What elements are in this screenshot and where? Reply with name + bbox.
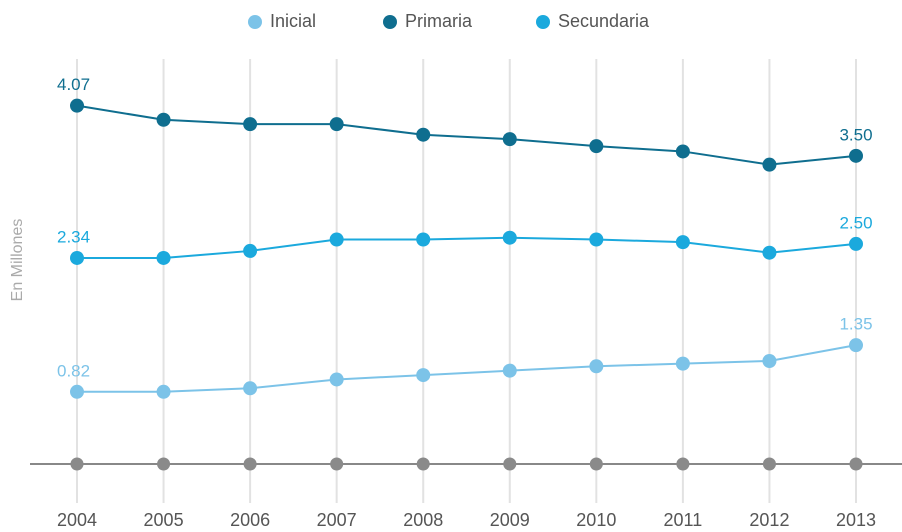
data-label: 2.34 [57,227,90,246]
data-point [849,148,863,163]
data-point [502,230,517,245]
data-label: 3.50 [839,125,872,144]
series-line [76,104,857,166]
x-tick-dot [762,457,776,471]
data-point [243,381,258,396]
y-axis-label: En Millones [9,219,26,302]
data-point [70,384,84,399]
legend-label: Secundaria [558,11,650,31]
x-tick-label: 2010 [576,510,616,530]
x-tick-label: 2013 [836,510,876,530]
data-point [589,359,604,374]
x-tick-label: 2005 [144,510,184,530]
data-point [762,157,777,172]
x-tick-label: 2007 [317,510,357,530]
x-tick-dot [503,457,517,471]
x-tick-dot [589,457,603,471]
data-point [156,250,171,265]
x-tick-dot [243,457,257,471]
data-point [70,250,84,265]
legend-label: Inicial [270,11,316,31]
data-point [675,356,690,371]
data-point [675,144,690,159]
data-point [502,132,517,147]
x-tick-label: 2012 [749,510,789,530]
data-point [762,245,777,260]
data-label: 1.35 [839,315,872,334]
legend-label: Primaria [405,11,473,31]
data-point [502,363,517,378]
data-point [675,235,690,250]
data-point [416,127,431,142]
x-tick-label: 2006 [230,510,270,530]
data-point [70,98,84,113]
x-tick-label: 2008 [403,510,443,530]
data-point [416,368,431,383]
data-point [416,232,431,247]
x-tick-label: 2004 [57,510,97,530]
data-point [762,353,777,368]
data-point [589,139,604,154]
data-point [849,236,863,251]
x-tick-label: 2009 [490,510,530,530]
data-point [329,372,344,387]
data-label: 4.07 [57,75,90,94]
data-point [243,117,258,132]
data-label: 0.82 [57,361,90,380]
data-label: 2.50 [839,213,872,232]
data-point [156,112,171,127]
x-tick-dot [416,457,430,471]
series-line [77,344,857,393]
data-point [329,232,344,247]
data-point [589,232,604,247]
data-point [243,243,258,258]
legend-marker [536,15,550,29]
x-tick-dot [330,457,344,471]
x-tick-dot [676,457,690,471]
x-tick-dot [849,457,863,471]
x-tick-label: 2011 [664,510,703,530]
data-point [849,338,863,353]
x-tick-dot [70,457,84,471]
x-tick-dot [157,457,171,471]
legend-marker [248,15,262,29]
data-point [156,384,171,399]
data-point [329,117,344,132]
series-line [77,236,857,259]
legend-marker [383,15,397,29]
